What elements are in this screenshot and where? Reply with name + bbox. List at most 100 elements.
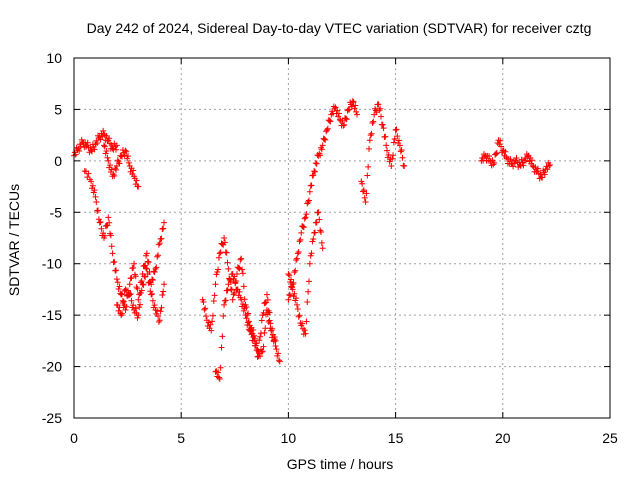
data-point: [135, 312, 142, 319]
data-point: [543, 163, 550, 170]
data-point: [391, 136, 398, 143]
data-point: [231, 290, 238, 297]
data-point: [481, 153, 488, 160]
data-point: [517, 163, 524, 169]
data-point: [229, 296, 236, 303]
data-point: [76, 147, 83, 154]
x-tick-label: 20: [495, 430, 511, 446]
data-point: [239, 301, 246, 308]
series-seg-i: [358, 101, 408, 205]
data-point: [288, 283, 295, 290]
data-point: [119, 153, 126, 160]
data-point: [336, 116, 343, 123]
data-point: [211, 292, 218, 299]
data-point: [97, 218, 104, 225]
data-point: [258, 349, 265, 356]
x-tick-label: 10: [281, 430, 297, 446]
data-point: [212, 281, 219, 288]
data-point: [349, 98, 356, 105]
data-point: [160, 288, 167, 295]
data-point: [263, 307, 270, 313]
data-point: [238, 296, 245, 303]
series-seg-g: [285, 98, 361, 303]
data-point: [125, 153, 132, 160]
data-point: [158, 304, 165, 311]
data-point: [98, 225, 105, 232]
data-point: [293, 295, 300, 302]
data-point: [251, 332, 258, 339]
data-point: [319, 245, 326, 252]
x-axis-label: GPS time / hours: [287, 456, 394, 472]
data-point: [486, 153, 493, 160]
data-point: [113, 166, 120, 173]
data-point: [116, 283, 123, 290]
data-point: [215, 369, 222, 376]
data-point: [203, 313, 210, 320]
data-point: [130, 264, 137, 271]
data-point: [119, 310, 126, 317]
data-point: [160, 225, 167, 232]
data-point: [265, 318, 272, 325]
data-point: [107, 232, 114, 239]
data-point: [392, 127, 399, 133]
data-point: [324, 125, 331, 132]
data-point: [340, 122, 347, 129]
data-point: [92, 193, 99, 200]
data-point: [311, 168, 318, 175]
y-axis-label: SDTVAR / TECUs: [6, 184, 22, 296]
x-tick-label: 15: [388, 430, 404, 446]
data-point: [83, 143, 90, 150]
data-point: [497, 137, 504, 144]
data-point: [108, 142, 115, 149]
data-point: [217, 249, 224, 256]
data-point: [216, 250, 223, 257]
data-point: [285, 296, 292, 303]
data-point: [293, 257, 300, 264]
data-point: [216, 375, 223, 382]
data-point: [394, 133, 401, 140]
data-point: [528, 157, 535, 164]
y-tick-label: 5: [54, 101, 62, 117]
data-point: [202, 305, 209, 312]
data-point: [89, 182, 96, 189]
data-point: [313, 219, 320, 226]
data-point: [479, 154, 486, 161]
data-point: [232, 280, 239, 287]
data-point: [223, 249, 230, 256]
y-tick-label: -25: [42, 410, 62, 426]
data-point: [134, 285, 141, 292]
data-point: [310, 236, 317, 243]
data-point: [296, 238, 303, 245]
data-point: [368, 130, 375, 137]
data-point: [100, 127, 107, 134]
data-point: [311, 168, 318, 175]
data-point: [289, 286, 296, 293]
data-point: [137, 301, 144, 308]
data-point: [261, 329, 268, 336]
data-point: [378, 113, 385, 120]
data-point: [327, 118, 334, 125]
data-point: [111, 172, 118, 179]
data-point: [259, 348, 266, 355]
data-point: [546, 162, 553, 169]
data-point: [390, 152, 397, 159]
data-point: [346, 106, 353, 113]
data-point: [360, 187, 367, 194]
data-point: [306, 260, 313, 267]
data-point: [305, 288, 312, 295]
data-point: [299, 320, 306, 327]
data-point: [359, 180, 366, 187]
data-point: [218, 344, 225, 351]
data-point: [360, 188, 367, 195]
data-point: [161, 219, 168, 226]
data-point: [161, 281, 168, 288]
data-point: [120, 298, 127, 305]
data-point: [532, 164, 539, 171]
data-point: [310, 172, 317, 179]
data-point: [88, 147, 95, 154]
data-point: [156, 240, 163, 247]
data-point: [376, 107, 383, 114]
data-point: [236, 265, 243, 272]
data-point: [264, 311, 271, 318]
